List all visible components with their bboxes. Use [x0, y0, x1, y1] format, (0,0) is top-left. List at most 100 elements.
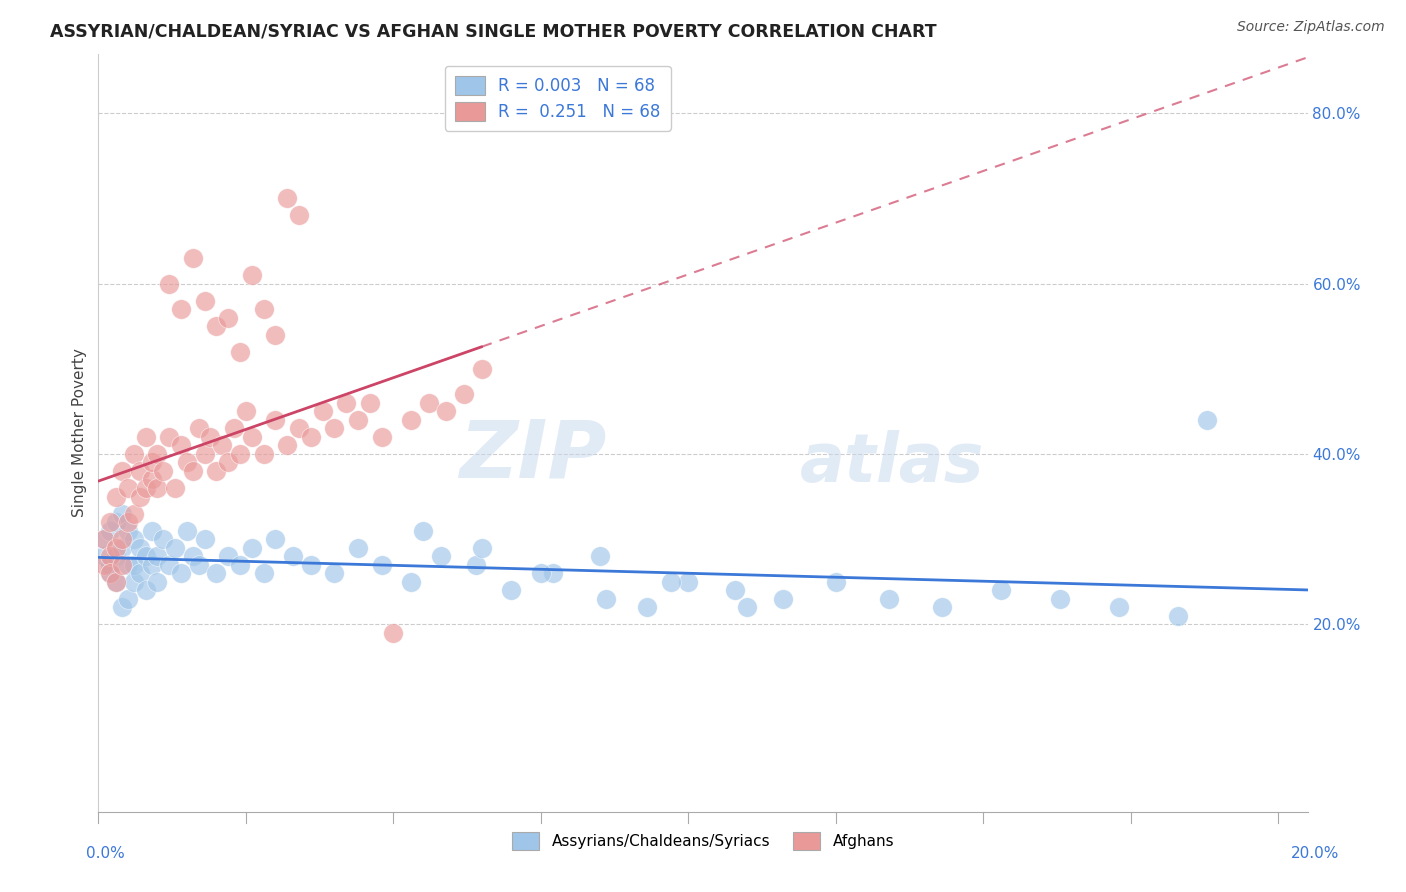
Point: [98, 566, 121, 581]
Point: [211, 438, 233, 452]
Point: [659, 574, 682, 589]
Point: [117, 515, 139, 529]
Point: [1108, 600, 1130, 615]
Point: [105, 515, 128, 529]
Point: [181, 464, 204, 478]
Point: [824, 574, 846, 589]
Y-axis label: Single Mother Poverty: Single Mother Poverty: [72, 348, 87, 517]
Point: [1049, 591, 1071, 606]
Point: [735, 600, 758, 615]
Point: [98, 549, 121, 563]
Point: [281, 549, 304, 563]
Point: [229, 344, 252, 359]
Point: [146, 549, 169, 563]
Point: [678, 574, 700, 589]
Text: 20.0%: 20.0%: [1291, 847, 1339, 861]
Point: [399, 574, 422, 589]
Point: [276, 191, 298, 205]
Point: [128, 566, 150, 581]
Point: [111, 600, 134, 615]
Point: [176, 455, 198, 469]
Point: [370, 558, 392, 572]
Point: [146, 447, 169, 461]
Point: [990, 583, 1012, 598]
Point: [772, 591, 794, 606]
Point: [229, 558, 252, 572]
Point: [205, 464, 228, 478]
Point: [288, 208, 311, 222]
Point: [105, 541, 128, 555]
Point: [252, 447, 274, 461]
Point: [217, 455, 239, 469]
Point: [299, 558, 322, 572]
Point: [135, 549, 157, 563]
Point: [105, 574, 128, 589]
Point: [157, 277, 180, 291]
Point: [170, 438, 193, 452]
Point: [122, 447, 145, 461]
Point: [323, 566, 346, 581]
Point: [146, 574, 169, 589]
Point: [111, 507, 134, 521]
Legend: Assyrians/Chaldeans/Syriacs, Afghans: Assyrians/Chaldeans/Syriacs, Afghans: [505, 824, 901, 857]
Text: Source: ZipAtlas.com: Source: ZipAtlas.com: [1237, 20, 1385, 34]
Point: [418, 396, 440, 410]
Point: [98, 524, 121, 538]
Point: [117, 591, 139, 606]
Point: [194, 293, 217, 308]
Point: [128, 490, 150, 504]
Point: [276, 438, 298, 452]
Point: [93, 532, 115, 546]
Point: [222, 421, 245, 435]
Text: ZIP: ZIP: [458, 417, 606, 494]
Point: [194, 447, 217, 461]
Point: [217, 310, 239, 325]
Point: [105, 549, 128, 563]
Point: [117, 481, 139, 495]
Point: [382, 625, 405, 640]
Point: [111, 532, 134, 546]
Point: [122, 558, 145, 572]
Point: [240, 541, 263, 555]
Point: [181, 549, 204, 563]
Point: [501, 583, 523, 598]
Point: [141, 558, 163, 572]
Point: [200, 430, 222, 444]
Point: [122, 507, 145, 521]
Point: [128, 541, 150, 555]
Point: [105, 490, 128, 504]
Text: atlas: atlas: [800, 430, 984, 496]
Point: [187, 558, 209, 572]
Point: [170, 566, 193, 581]
Point: [122, 532, 145, 546]
Point: [152, 464, 174, 478]
Point: [264, 413, 287, 427]
Point: [93, 532, 115, 546]
Point: [165, 481, 187, 495]
Text: ASSYRIAN/CHALDEAN/SYRIAC VS AFGHAN SINGLE MOTHER POVERTY CORRELATION CHART: ASSYRIAN/CHALDEAN/SYRIAC VS AFGHAN SINGL…: [51, 23, 936, 41]
Point: [135, 481, 157, 495]
Point: [205, 319, 228, 334]
Point: [264, 327, 287, 342]
Point: [931, 600, 953, 615]
Point: [141, 473, 163, 487]
Point: [176, 524, 198, 538]
Point: [541, 566, 564, 581]
Point: [252, 302, 274, 317]
Point: [240, 268, 263, 282]
Point: [530, 566, 553, 581]
Point: [98, 566, 121, 581]
Point: [252, 566, 274, 581]
Point: [471, 541, 494, 555]
Point: [311, 404, 333, 418]
Point: [117, 558, 139, 572]
Point: [471, 361, 494, 376]
Point: [165, 541, 187, 555]
Point: [235, 404, 257, 418]
Point: [111, 541, 134, 555]
Point: [111, 558, 134, 572]
Point: [117, 524, 139, 538]
Point: [429, 549, 451, 563]
Point: [229, 447, 252, 461]
Point: [636, 600, 658, 615]
